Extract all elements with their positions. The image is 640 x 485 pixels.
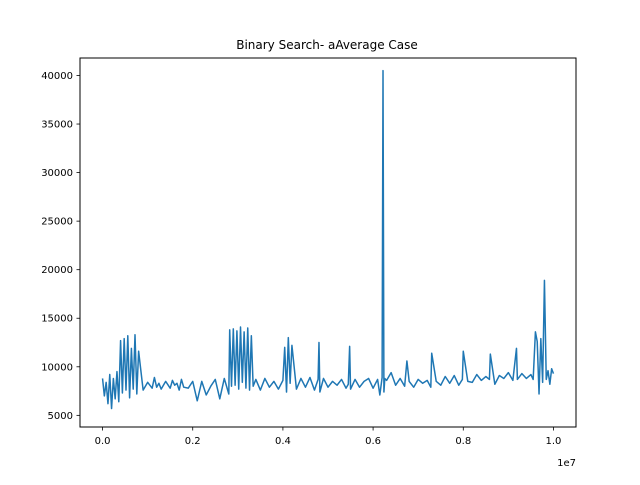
y-axis: 5000 10000 15000 20000 25000 30000 35000 40000 bbox=[41, 71, 80, 422]
x-tick-label: 0.0 bbox=[95, 436, 111, 447]
y-tick-label: 20000 bbox=[41, 265, 73, 276]
y-tick-label: 5000 bbox=[48, 411, 73, 422]
y-tick-label: 15000 bbox=[41, 314, 73, 325]
y-tick-label: 30000 bbox=[41, 168, 73, 179]
plot-frame bbox=[79, 57, 577, 428]
y-tick-label: 35000 bbox=[41, 120, 73, 131]
x-axis-offset-label: 1e7 bbox=[557, 458, 576, 469]
x-tick-label: 0.2 bbox=[185, 436, 201, 447]
plot-area bbox=[101, 69, 555, 410]
x-tick-label: 0.8 bbox=[455, 436, 471, 447]
x-tick-label: 0.4 bbox=[275, 436, 291, 447]
chart-title: Binary Search- aAverage Case bbox=[236, 38, 418, 52]
x-tick-label: 0.6 bbox=[365, 436, 381, 447]
series-line-0 bbox=[101, 69, 555, 410]
y-tick-label: 10000 bbox=[41, 362, 73, 373]
x-axis: 0.0 0.2 0.4 0.6 0.8 1.0 bbox=[95, 427, 562, 447]
y-tick-label: 25000 bbox=[41, 217, 73, 228]
x-tick-label: 1.0 bbox=[546, 436, 562, 447]
y-tick-label: 40000 bbox=[41, 71, 73, 82]
